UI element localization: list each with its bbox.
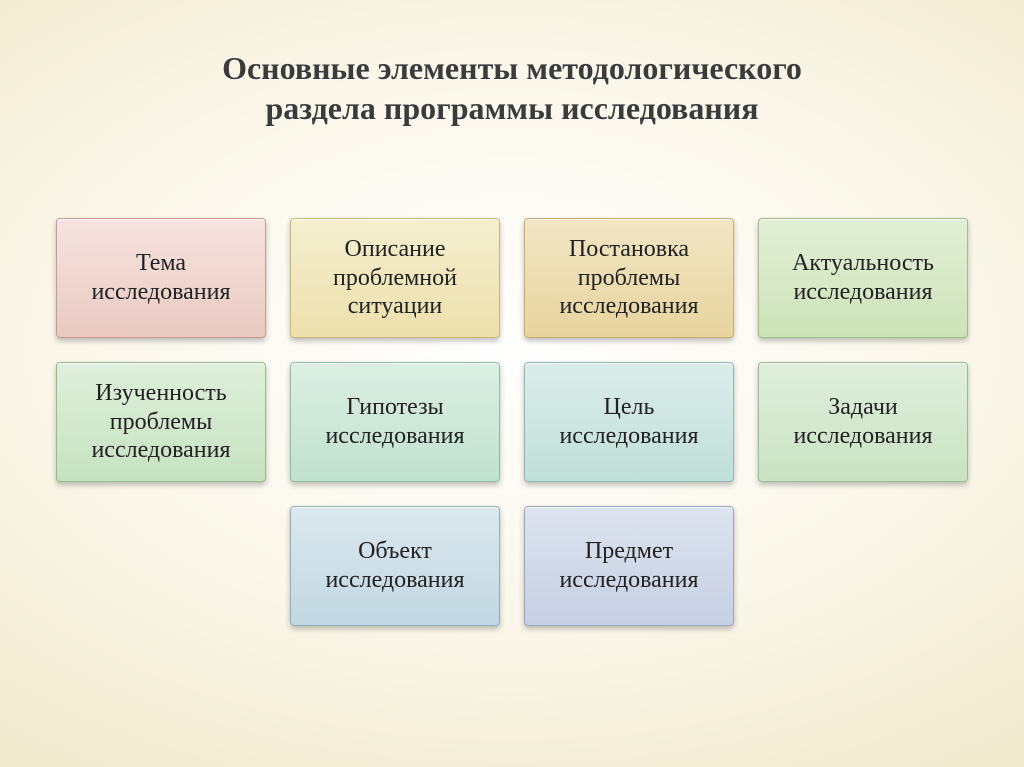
concept-box: Объект исследования	[290, 506, 500, 626]
concept-box: Актуальность исследования	[758, 218, 968, 338]
concept-box: Задачи исследования	[758, 362, 968, 482]
title-line-2: раздела программы исследования	[0, 88, 1024, 128]
concept-box: Тема исследования	[56, 218, 266, 338]
concept-box: Изученность проблемы исследования	[56, 362, 266, 482]
concept-box: Цель исследования	[524, 362, 734, 482]
slide: Основные элементы методологического разд…	[0, 0, 1024, 767]
concept-box: Гипотезы исследования	[290, 362, 500, 482]
concept-box: Постановка проблемы исследования	[524, 218, 734, 338]
concept-box: Предмет исследования	[524, 506, 734, 626]
page-title: Основные элементы методологического разд…	[0, 0, 1024, 128]
title-line-1: Основные элементы методологического	[0, 48, 1024, 88]
concept-box: Описание проблемной ситуации	[290, 218, 500, 338]
boxes-grid: Тема исследованияОписание проблемной сит…	[56, 218, 968, 626]
